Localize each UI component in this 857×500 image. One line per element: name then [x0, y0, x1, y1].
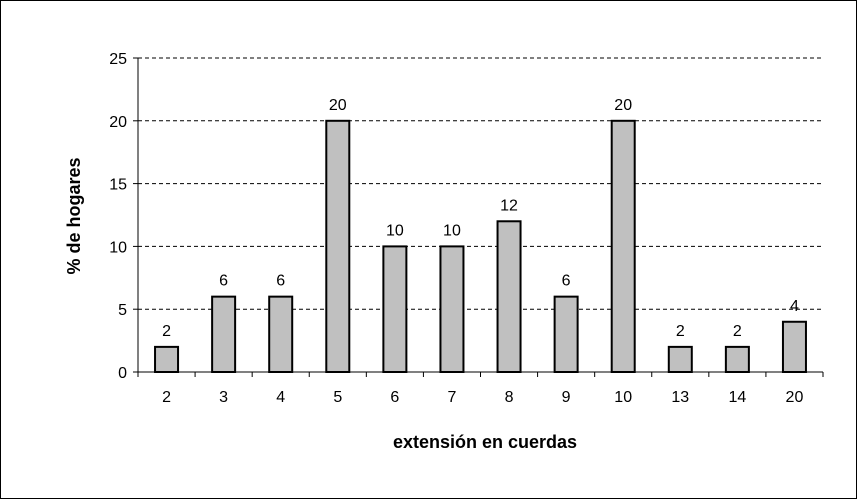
bar-10: [610, 119, 636, 373]
y-tick-label: 25: [109, 51, 127, 68]
x-axis-title: extensión en cuerdas: [393, 432, 577, 452]
gridlines: [138, 57, 823, 310]
y-tick-label: 20: [109, 114, 127, 131]
data-label: 6: [562, 273, 571, 290]
bars: [154, 119, 807, 374]
x-tick-label: 7: [448, 389, 457, 406]
data-label: 2: [162, 323, 171, 340]
data-label: 6: [276, 273, 285, 290]
axes: [133, 57, 824, 377]
data-label: 4: [790, 298, 799, 315]
y-tick-label: 5: [118, 302, 127, 319]
labels: 0 5 10 15 20 25 2 2 6 3 6 4 20 5 10 6 10 7 12 8 6 9 20 10 2 13 2 14…: [109, 51, 803, 406]
bar-7: [439, 245, 465, 373]
bar-8: [496, 220, 522, 373]
x-tick-label: 13: [671, 389, 689, 406]
data-label: 6: [219, 273, 228, 290]
x-tick-label: 9: [562, 389, 571, 406]
x-tick-label: 8: [505, 389, 514, 406]
y-tick-label: 15: [109, 177, 127, 194]
bar-5: [325, 119, 351, 373]
y-tick-label: 10: [109, 239, 127, 256]
bar-6: [382, 245, 408, 373]
bar-13: [667, 345, 693, 374]
data-label: 2: [733, 323, 742, 340]
data-label: 10: [386, 222, 404, 239]
x-tick-label: 4: [276, 389, 285, 406]
data-label: 20: [329, 97, 347, 114]
x-tick-label: 10: [614, 389, 632, 406]
bar-9: [553, 295, 579, 374]
bar-2: [154, 345, 180, 374]
bar-3: [211, 295, 237, 374]
data-label: 2: [676, 323, 685, 340]
x-tick-label: 20: [786, 389, 804, 406]
bar-4: [268, 295, 294, 374]
x-tick-label: 2: [162, 389, 171, 406]
y-axis-title: % de hogares: [64, 157, 84, 274]
data-label: 10: [443, 222, 461, 239]
x-tick-label: 6: [390, 389, 399, 406]
x-tick-label: 5: [333, 389, 342, 406]
bar-20: [781, 320, 807, 374]
bar-14: [724, 345, 750, 374]
data-label: 20: [614, 97, 632, 114]
x-tick-label: 14: [728, 389, 746, 406]
data-label: 12: [500, 197, 518, 214]
y-tick-label: 0: [118, 365, 127, 382]
x-tick-label: 3: [219, 389, 228, 406]
